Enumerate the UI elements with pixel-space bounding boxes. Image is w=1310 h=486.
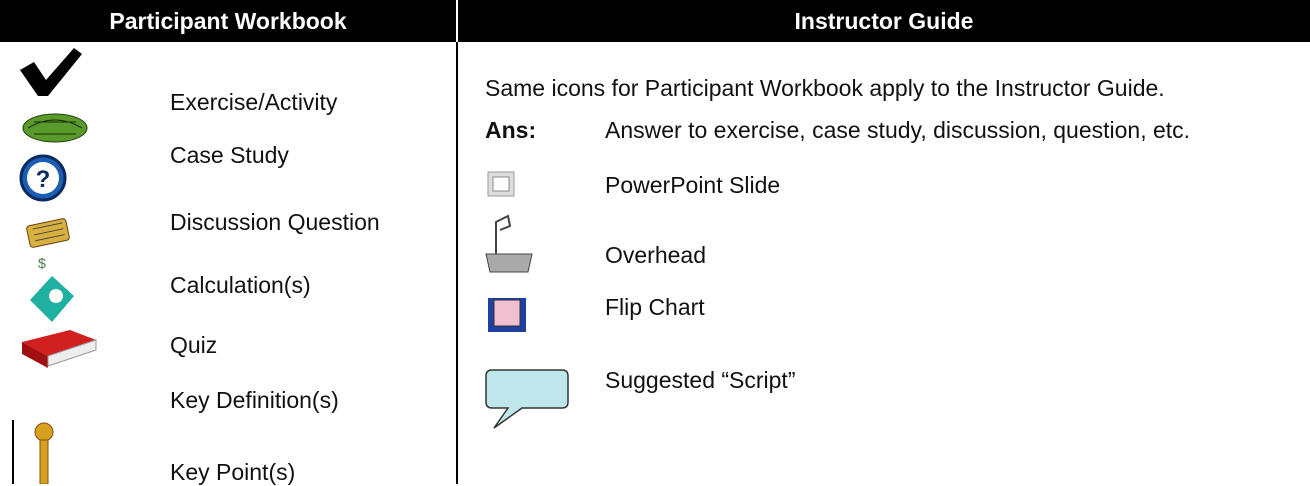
item-label: Exercise/Activity [170,89,338,115]
item-label: Flip Chart [605,294,705,320]
svg-text:?: ? [36,166,51,193]
item-label: Case Study [170,142,289,168]
item-label: Answer to exercise, case study, discussi… [605,117,1191,143]
item-label: Key Definition(s) [170,387,339,413]
item-label: Quiz [170,332,218,358]
item-label: Calculation(s) [170,272,311,298]
item-label: Discussion Question [170,209,380,235]
item-key: Ans: [485,117,537,143]
header-left: Participant Workbook [0,0,456,42]
instructor-note: Same icons for Participant Workbook appl… [485,75,1165,101]
svg-text:$: $ [38,255,46,271]
header-right: Instructor Guide [458,0,1310,42]
item-label: Overhead [605,242,707,268]
item-label: Suggested “Script” [605,367,796,393]
item-label: PowerPoint Slide [605,172,781,198]
item-label: Key Point(s) [170,459,296,485]
